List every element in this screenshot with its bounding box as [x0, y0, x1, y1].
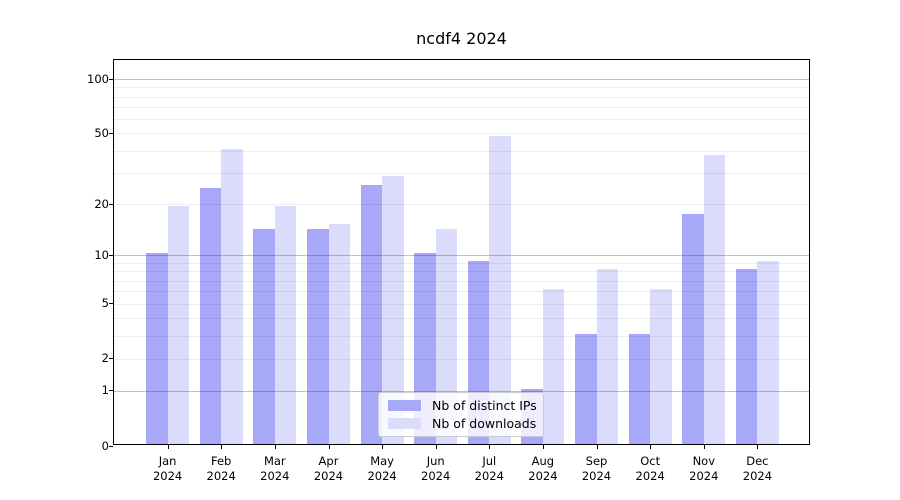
- x-tick-may: [382, 445, 384, 449]
- y-tick-label-20: 20: [94, 196, 109, 211]
- y-tick-label-0: 0: [101, 438, 109, 453]
- x-tick-dec: [757, 445, 759, 449]
- y-tick-label-50: 50: [94, 125, 109, 140]
- gridline-minor-2: [114, 358, 809, 360]
- gridline-minor-90: [114, 87, 809, 89]
- bar-ips-dec: [735, 269, 758, 444]
- y-tick-10: [109, 254, 113, 256]
- chart-title: ncdf4 2024: [416, 29, 507, 48]
- bar-ips-jan: [146, 253, 168, 444]
- legend-swatch-downloads: [388, 418, 421, 429]
- x-tick-oct: [650, 445, 652, 449]
- bar-downloads-aug: [542, 289, 565, 444]
- y-tick-label-10: 10: [94, 247, 109, 262]
- bar-downloads-jan: [167, 205, 190, 444]
- gridline-minor-8: [114, 271, 809, 273]
- x-tick-label-jan: Jan 2024: [152, 454, 183, 483]
- y-tick-1: [109, 390, 113, 392]
- bar-downloads-mar: [274, 205, 297, 444]
- y-tick-label-5: 5: [101, 296, 109, 311]
- gridline-minor-40: [114, 150, 809, 152]
- x-tick-label-aug: Aug 2024: [528, 454, 558, 483]
- bar-ips-sep: [575, 333, 597, 444]
- bar-ips-feb: [199, 188, 222, 444]
- gridline-minor-70: [114, 107, 809, 109]
- y-tick-label-2: 2: [101, 351, 109, 366]
- legend-row-downloads: Nb of downloads: [388, 416, 536, 431]
- bar-ips-may: [360, 185, 383, 444]
- legend-swatch-distinct-ips: [388, 400, 421, 411]
- y-tick-label-1: 1: [101, 383, 109, 398]
- plot-area: 0 1 2 5 10 20 50 100 Jan 2024 Feb 2024 Mar 2024 Apr 202…: [87, 59, 810, 483]
- bar-ips-mar: [253, 228, 275, 444]
- gridline-minor-3: [114, 335, 809, 337]
- bar-ips-oct: [628, 333, 651, 444]
- x-tick-feb: [221, 445, 223, 449]
- x-tick-nov: [703, 445, 705, 449]
- legend: Nb of distinct IPs Nb of downloads: [378, 392, 544, 437]
- x-tick-label-dec: Dec 2024: [742, 454, 773, 483]
- x-tick-label-nov: Nov 2024: [689, 454, 719, 483]
- y-tick-2: [109, 358, 113, 360]
- gridline-minor-20: [114, 204, 809, 205]
- bar-downloads-may: [382, 176, 404, 444]
- legend-label-downloads: Nb of downloads: [432, 416, 537, 431]
- bar-downloads-jul: [489, 136, 511, 444]
- gridline-minor-4: [114, 318, 809, 319]
- y-tick-label-100: 100: [87, 71, 109, 86]
- y-tick-5: [109, 303, 113, 305]
- gridline-minor-80: [114, 96, 809, 98]
- bar-downloads-sep: [596, 269, 618, 444]
- y-tick-50: [109, 132, 113, 134]
- x-tick-label-apr: Apr 2024: [313, 454, 344, 483]
- x-tick-label-sep: Sep 2024: [581, 454, 612, 483]
- bar-downloads-dec: [757, 260, 779, 444]
- x-tick-label-mar: Mar 2024: [260, 454, 290, 483]
- x-tick-label-oct: Oct 2024: [635, 454, 665, 483]
- bar-downloads-feb: [221, 148, 243, 444]
- gridline-major-1: [114, 390, 809, 392]
- x-tick-mar: [274, 445, 276, 449]
- bar-downloads-oct: [650, 289, 672, 444]
- gridline-minor-9: [114, 262, 809, 264]
- bar-downloads-apr: [328, 223, 350, 444]
- bar-downloads-jun: [435, 228, 458, 444]
- x-tick-label-may: May 2024: [367, 454, 397, 483]
- gridline-major-100: [114, 79, 809, 81]
- x-tick-jul: [489, 445, 491, 449]
- bar-ips-apr: [307, 228, 329, 444]
- legend-row-distinct-ips: Nb of distinct IPs: [388, 398, 537, 413]
- gridline-minor-6: [114, 291, 809, 293]
- x-tick-sep: [596, 445, 598, 449]
- gridline-major-10: [114, 255, 809, 257]
- y-tick-20: [109, 203, 113, 205]
- x-tick-jun: [435, 445, 437, 449]
- x-tick-jan: [167, 445, 169, 449]
- gridline-minor-30: [114, 173, 809, 174]
- x-tick-label-feb: Feb 2024: [206, 454, 236, 483]
- gridline-minor-50: [114, 133, 809, 135]
- bar-downloads-nov: [703, 154, 726, 444]
- x-tick-label-jun: Jun 2024: [421, 454, 451, 483]
- gridline-minor-5: [114, 303, 809, 305]
- y-tick-100: [109, 78, 113, 80]
- y-tick-0: [109, 445, 113, 447]
- legend-label-distinct-ips: Nb of distinct IPs: [432, 398, 537, 413]
- gridline-minor-7: [114, 280, 809, 282]
- x-tick-label-jul: Jul 2024: [474, 454, 504, 483]
- x-tick-apr: [328, 445, 330, 449]
- x-tick-aug: [542, 445, 544, 449]
- gridline-minor-60: [114, 119, 809, 121]
- bar-ips-nov: [682, 214, 704, 444]
